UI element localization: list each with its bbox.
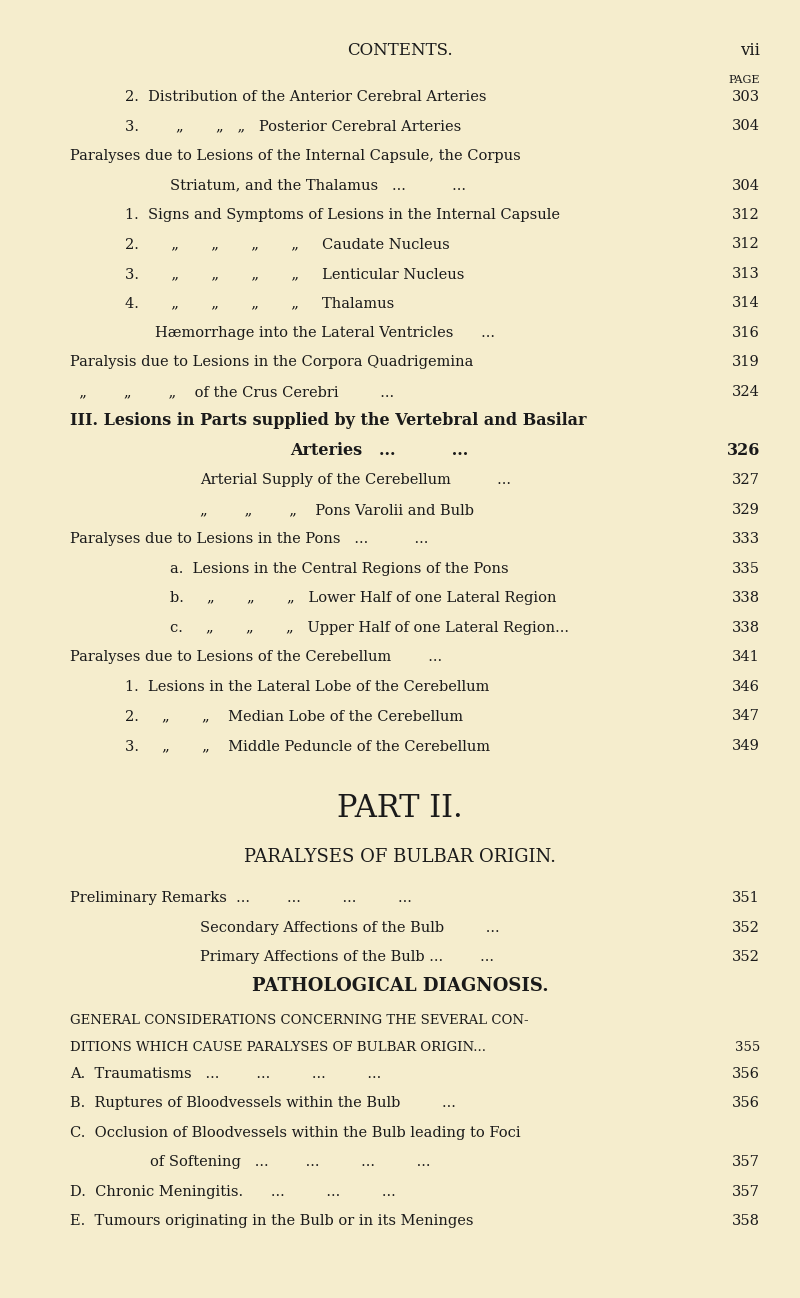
Text: of Softening   ...        ...         ...         ...: of Softening ... ... ... ... bbox=[150, 1155, 430, 1169]
Text: „        „        „    Pons Varolii and Bulb: „ „ „ Pons Varolii and Bulb bbox=[200, 504, 474, 517]
Text: 4.       „       „       „       „     Thalamus: 4. „ „ „ „ Thalamus bbox=[125, 296, 394, 310]
Text: 333: 333 bbox=[732, 532, 760, 546]
Text: 1.  Lesions in the Lateral Lobe of the Cerebellum: 1. Lesions in the Lateral Lobe of the Ce… bbox=[125, 680, 490, 694]
Text: D.  Chronic Meningitis.      ...         ...         ...: D. Chronic Meningitis. ... ... ... bbox=[70, 1185, 396, 1199]
Text: 347: 347 bbox=[732, 710, 760, 723]
Text: Paralysis due to Lesions in the Corpora Quadrigemina: Paralysis due to Lesions in the Corpora … bbox=[70, 356, 474, 370]
Text: 312: 312 bbox=[732, 208, 760, 222]
Text: PAGE: PAGE bbox=[729, 75, 760, 84]
Text: Primary Affections of the Bulb ...        ...: Primary Affections of the Bulb ... ... bbox=[200, 950, 494, 964]
Text: 303: 303 bbox=[732, 90, 760, 104]
Text: 304: 304 bbox=[732, 119, 760, 134]
Text: 327: 327 bbox=[732, 474, 760, 488]
Text: Paralyses due to Lesions in the Pons   ...          ...: Paralyses due to Lesions in the Pons ...… bbox=[70, 532, 428, 546]
Text: 3.        „       „   „   Posterior Cerebral Arteries: 3. „ „ „ Posterior Cerebral Arteries bbox=[125, 119, 462, 134]
Text: PATHOLOGICAL DIAGNOSIS.: PATHOLOGICAL DIAGNOSIS. bbox=[252, 977, 548, 996]
Text: 1.  Signs and Symptoms of Lesions in the Internal Capsule: 1. Signs and Symptoms of Lesions in the … bbox=[125, 208, 560, 222]
Text: CONTENTS.: CONTENTS. bbox=[347, 42, 453, 58]
Text: Paralyses due to Lesions of the Internal Capsule, the Corpus: Paralyses due to Lesions of the Internal… bbox=[70, 149, 521, 164]
Text: 2.       „       „       „       „     Caudate Nucleus: 2. „ „ „ „ Caudate Nucleus bbox=[125, 238, 450, 252]
Text: Hæmorrhage into the Lateral Ventricles      ...: Hæmorrhage into the Lateral Ventricles .… bbox=[155, 326, 495, 340]
Text: 313: 313 bbox=[732, 267, 760, 280]
Text: 304: 304 bbox=[732, 179, 760, 192]
Text: c.     „       „       „   Upper Half of one Lateral Region...: c. „ „ „ Upper Half of one Lateral Regio… bbox=[170, 620, 569, 635]
Text: 356: 356 bbox=[732, 1067, 760, 1081]
Text: 355: 355 bbox=[734, 1041, 760, 1054]
Text: 2.  Distribution of the Anterior Cerebral Arteries: 2. Distribution of the Anterior Cerebral… bbox=[125, 90, 486, 104]
Text: PARALYSES OF BULBAR ORIGIN.: PARALYSES OF BULBAR ORIGIN. bbox=[244, 849, 556, 867]
Text: B.  Ruptures of Bloodvessels within the Bulb         ...: B. Ruptures of Bloodvessels within the B… bbox=[70, 1097, 456, 1111]
Text: III. Lesions in Parts supplied by the Vertebral and Basilar: III. Lesions in Parts supplied by the Ve… bbox=[70, 413, 586, 430]
Text: 314: 314 bbox=[732, 296, 760, 310]
Text: 358: 358 bbox=[732, 1215, 760, 1228]
Text: 326: 326 bbox=[726, 443, 760, 459]
Text: 316: 316 bbox=[732, 326, 760, 340]
Text: Arterial Supply of the Cerebellum          ...: Arterial Supply of the Cerebellum ... bbox=[200, 474, 511, 488]
Text: 3.     „       „    Middle Peduncle of the Cerebellum: 3. „ „ Middle Peduncle of the Cerebellum bbox=[125, 739, 490, 753]
Text: 356: 356 bbox=[732, 1097, 760, 1111]
Text: 341: 341 bbox=[732, 650, 760, 665]
Text: GENERAL CONSIDERATIONS CONCERNING THE SEVERAL CON-: GENERAL CONSIDERATIONS CONCERNING THE SE… bbox=[70, 1014, 529, 1027]
Text: Arteries   ...          ...: Arteries ... ... bbox=[290, 443, 468, 459]
Text: 3.       „       „       „       „     Lenticular Nucleus: 3. „ „ „ „ Lenticular Nucleus bbox=[125, 267, 464, 280]
Text: Preliminary Remarks  ...        ...         ...         ...: Preliminary Remarks ... ... ... ... bbox=[70, 892, 412, 906]
Text: E.  Tumours originating in the Bulb or in its Meninges: E. Tumours originating in the Bulb or in… bbox=[70, 1215, 474, 1228]
Text: 351: 351 bbox=[732, 892, 760, 906]
Text: 349: 349 bbox=[732, 739, 760, 753]
Text: 352: 352 bbox=[732, 950, 760, 964]
Text: 357: 357 bbox=[732, 1155, 760, 1169]
Text: A.  Traumatisms   ...        ...         ...         ...: A. Traumatisms ... ... ... ... bbox=[70, 1067, 382, 1081]
Text: 338: 338 bbox=[732, 620, 760, 635]
Text: 324: 324 bbox=[732, 386, 760, 398]
Text: 2.     „       „    Median Lobe of the Cerebellum: 2. „ „ Median Lobe of the Cerebellum bbox=[125, 710, 463, 723]
Text: 338: 338 bbox=[732, 592, 760, 605]
Text: PART II.: PART II. bbox=[337, 793, 463, 824]
Text: 319: 319 bbox=[732, 356, 760, 370]
Text: DITIONS WHICH CAUSE PARALYSES OF BULBAR ORIGIN...: DITIONS WHICH CAUSE PARALYSES OF BULBAR … bbox=[70, 1041, 486, 1054]
Text: Secondary Affections of the Bulb         ...: Secondary Affections of the Bulb ... bbox=[200, 922, 500, 935]
Text: 335: 335 bbox=[732, 562, 760, 576]
Text: 357: 357 bbox=[732, 1185, 760, 1199]
Text: „        „        „    of the Crus Cerebri         ...: „ „ „ of the Crus Cerebri ... bbox=[70, 386, 394, 398]
Text: vii: vii bbox=[740, 42, 760, 58]
Text: 352: 352 bbox=[732, 922, 760, 935]
Text: Paralyses due to Lesions of the Cerebellum        ...: Paralyses due to Lesions of the Cerebell… bbox=[70, 650, 442, 665]
Text: C.  Occlusion of Bloodvessels within the Bulb leading to Foci: C. Occlusion of Bloodvessels within the … bbox=[70, 1125, 521, 1140]
Text: 312: 312 bbox=[732, 238, 760, 252]
Text: a.  Lesions in the Central Regions of the Pons: a. Lesions in the Central Regions of the… bbox=[170, 562, 509, 576]
Text: b.     „       „       „   Lower Half of one Lateral Region: b. „ „ „ Lower Half of one Lateral Regio… bbox=[170, 592, 557, 605]
Text: 346: 346 bbox=[732, 680, 760, 694]
Text: 329: 329 bbox=[732, 504, 760, 517]
Text: Striatum, and the Thalamus   ...          ...: Striatum, and the Thalamus ... ... bbox=[170, 179, 466, 192]
